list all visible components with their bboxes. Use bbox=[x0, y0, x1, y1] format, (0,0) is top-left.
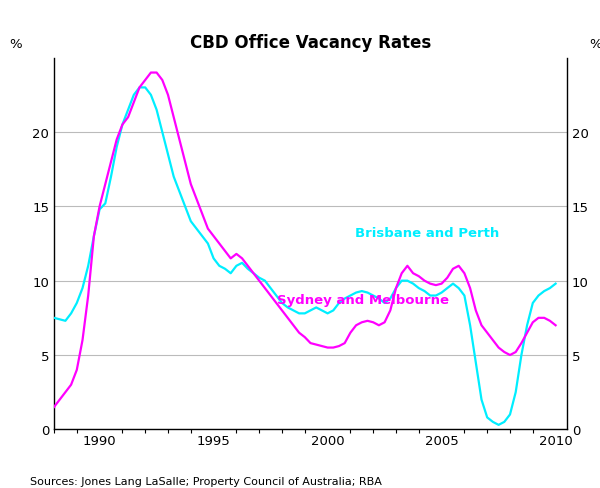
Text: %: % bbox=[589, 38, 600, 51]
Text: Sources: Jones Lang LaSalle; Property Council of Australia; RBA: Sources: Jones Lang LaSalle; Property Co… bbox=[30, 476, 382, 486]
Text: Sydney and Melbourne: Sydney and Melbourne bbox=[277, 293, 449, 306]
Text: %: % bbox=[9, 38, 22, 51]
Title: CBD Office Vacancy Rates: CBD Office Vacancy Rates bbox=[190, 34, 431, 51]
Text: Brisbane and Perth: Brisbane and Perth bbox=[355, 226, 499, 240]
